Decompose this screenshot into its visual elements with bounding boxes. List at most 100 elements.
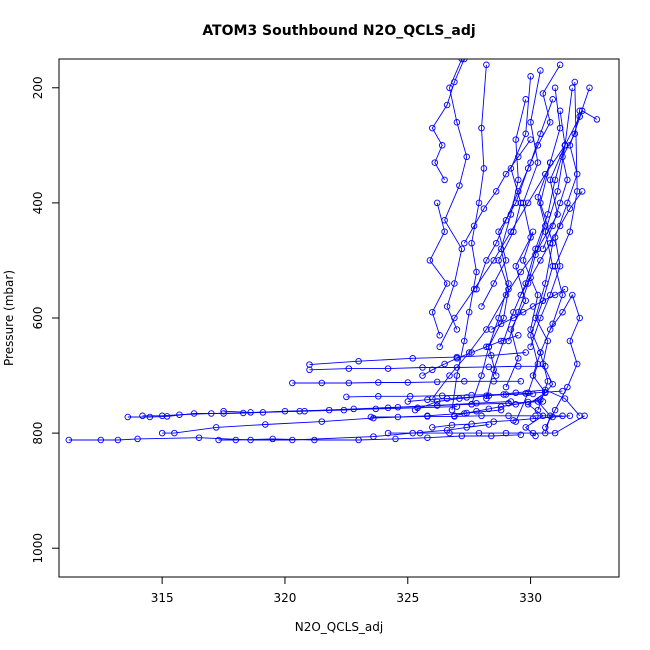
series-line-18 <box>444 59 468 330</box>
series-line-31 <box>407 390 563 402</box>
data-point <box>473 407 480 415</box>
data-point <box>492 372 500 379</box>
data-point <box>549 380 556 388</box>
data-point <box>515 363 522 370</box>
data-point <box>534 360 542 368</box>
data-point <box>593 116 601 123</box>
data-point <box>524 398 532 406</box>
data-point <box>436 332 443 339</box>
series-line-32 <box>432 415 570 428</box>
y-axis: 200 400 600 800 1000 <box>31 76 60 563</box>
data-point <box>529 303 537 310</box>
data-point <box>564 383 571 391</box>
data-point <box>436 343 443 351</box>
data-point <box>542 363 549 370</box>
data-point <box>554 188 561 195</box>
data-point <box>392 435 399 443</box>
data-point <box>556 262 564 270</box>
series-line-19 <box>431 59 465 181</box>
data-point <box>215 436 222 444</box>
data-point <box>461 239 468 247</box>
data-point <box>576 412 583 420</box>
data-point <box>461 410 468 417</box>
data-point <box>566 205 574 212</box>
series-line-37 <box>463 139 531 244</box>
data-point <box>483 61 490 69</box>
data-point <box>485 363 493 371</box>
series-line-17 <box>451 64 487 411</box>
data-point <box>566 412 574 420</box>
x-tick-label: 315 <box>151 591 174 605</box>
series-line-23 <box>488 76 532 376</box>
data-point <box>571 78 579 86</box>
x-tick-label: 330 <box>519 591 542 605</box>
data-point <box>561 142 569 149</box>
series-line-27 <box>537 81 578 411</box>
data-point <box>517 378 525 385</box>
data-point <box>453 403 461 410</box>
data-point <box>507 326 515 333</box>
data-point <box>519 257 527 264</box>
data-point <box>527 234 534 241</box>
data-point <box>409 355 416 362</box>
data-point <box>576 107 583 115</box>
data-point <box>517 431 525 439</box>
data-point <box>517 268 525 276</box>
data-point <box>515 332 522 339</box>
data-point <box>566 228 574 235</box>
data-point <box>478 412 485 420</box>
series-line-39 <box>454 399 541 417</box>
y-axis-label: Pressure (mbar) <box>2 270 16 366</box>
series-line-24 <box>505 70 541 388</box>
data-point <box>505 399 512 407</box>
data-point <box>497 245 505 253</box>
data-point <box>497 337 505 345</box>
data-point <box>546 176 554 184</box>
data-point <box>502 383 510 391</box>
data-point <box>515 176 522 184</box>
data-point <box>544 378 552 385</box>
data-point <box>269 435 276 443</box>
data-point <box>473 285 480 293</box>
data-point <box>195 434 203 441</box>
data-point <box>431 159 439 166</box>
data-point <box>537 257 544 264</box>
data-point <box>438 142 446 149</box>
data-point <box>470 222 478 230</box>
x-axis-label: N2O_QCLS_adj <box>295 620 384 634</box>
data-point <box>510 228 517 235</box>
data-point <box>537 349 544 356</box>
data-point <box>451 280 458 287</box>
data-point <box>522 424 529 431</box>
data-point <box>441 360 448 368</box>
data-point <box>404 398 412 405</box>
data-point <box>139 412 146 420</box>
data-point <box>512 136 520 143</box>
data-point <box>497 406 505 414</box>
data-point <box>522 297 529 304</box>
data-point <box>453 119 461 126</box>
data-point <box>505 337 512 345</box>
data-point <box>551 176 559 184</box>
data-point <box>456 182 463 189</box>
data-point <box>566 337 574 345</box>
data-point <box>375 393 382 400</box>
data-point <box>515 188 522 195</box>
data-point <box>505 412 512 420</box>
data-point <box>495 314 502 322</box>
data-point <box>539 245 547 253</box>
data-point <box>433 199 441 207</box>
data-point <box>546 291 554 299</box>
data-point <box>534 159 542 166</box>
data-point <box>384 365 392 372</box>
data-point <box>507 165 515 172</box>
data-point <box>534 142 542 149</box>
data-point <box>134 435 141 443</box>
data-point <box>114 436 122 444</box>
y-tick-label: 200 <box>31 76 45 99</box>
data-point <box>384 429 392 437</box>
data-point <box>473 268 480 276</box>
data-point <box>534 406 542 414</box>
y-tick-label: 800 <box>31 422 45 445</box>
data-point <box>463 394 470 401</box>
